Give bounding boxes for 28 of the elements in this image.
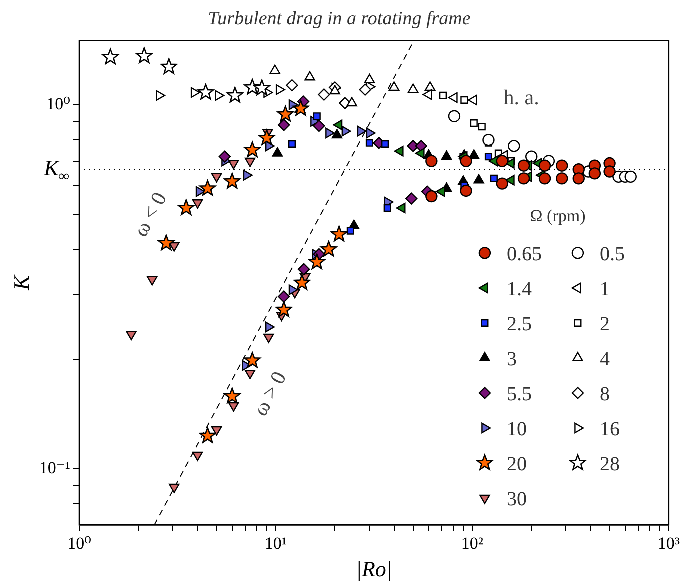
x-tick-label: 10⁰ xyxy=(68,534,92,553)
legend-label: 10 xyxy=(506,418,527,440)
legend-label: 28 xyxy=(600,453,620,476)
annotation: ω > 0 xyxy=(248,368,292,420)
legend-label: 4 xyxy=(600,348,610,370)
x-tick-label: 10² xyxy=(461,534,484,553)
x-tick-label: 10¹ xyxy=(264,534,288,553)
x-tick-label: 10³ xyxy=(658,534,680,553)
legend-label: 2 xyxy=(600,313,610,336)
legend-label: 0.65 xyxy=(506,243,542,266)
legend-label: 16 xyxy=(600,418,620,440)
legend-label: 5.5 xyxy=(506,383,532,406)
legend-label: 3 xyxy=(506,348,517,370)
annotation: ω < 0 xyxy=(128,188,172,241)
legend-label: 20 xyxy=(506,453,527,476)
legend-label: 2.5 xyxy=(506,313,532,336)
legend-label: 0.5 xyxy=(600,243,625,266)
legend-label: 1 xyxy=(600,278,610,300)
chart-title: Turbulent drag in a rotating frame xyxy=(208,8,471,30)
legend-label: 1.4 xyxy=(506,278,532,300)
ref-line-label: K∞ xyxy=(43,155,70,186)
annotation: h. a. xyxy=(504,85,540,110)
legend-title: Ω (rpm) xyxy=(530,206,586,226)
y-tick-label: 10⁻¹ xyxy=(39,458,70,478)
x-axis-title: |Ro| xyxy=(356,556,392,582)
legend-label: 8 xyxy=(600,383,610,406)
y-axis-title: K xyxy=(8,274,34,292)
legend-label: 30 xyxy=(506,488,527,510)
